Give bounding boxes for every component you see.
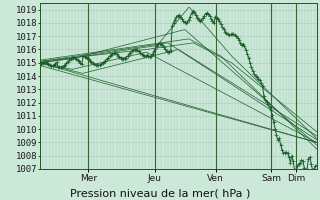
Text: Pression niveau de la mer( hPa ): Pression niveau de la mer( hPa )	[70, 189, 250, 199]
